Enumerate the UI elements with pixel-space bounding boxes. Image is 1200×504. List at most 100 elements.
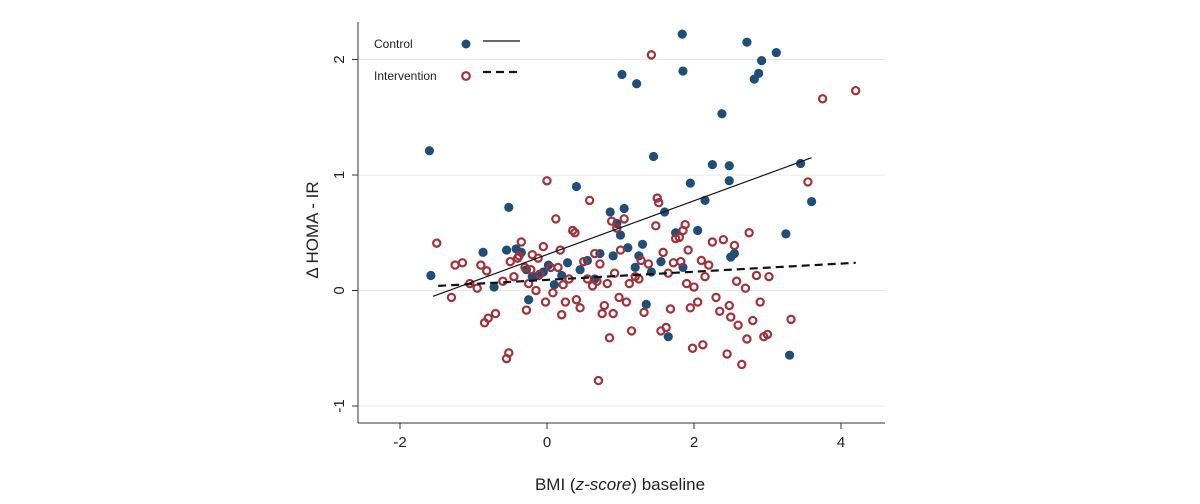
intervention-point	[521, 305, 532, 315]
intervention-point	[540, 297, 551, 307]
control-point	[549, 280, 559, 290]
intervention-point	[516, 237, 526, 247]
intervention-point	[621, 297, 632, 307]
intervention-point	[571, 295, 582, 305]
control-point	[754, 68, 764, 78]
intervention-point	[817, 94, 828, 104]
y-tick-label: 1	[331, 171, 348, 179]
intervention-point	[700, 271, 710, 282]
control-point	[608, 251, 618, 261]
intervention-point	[654, 198, 664, 208]
intervention-point	[606, 216, 617, 226]
intervention-point	[538, 241, 549, 252]
x-tick-label: 4	[837, 434, 845, 451]
x-tick-label: 2	[690, 434, 698, 451]
intervention-point	[636, 255, 646, 266]
intervention-point	[707, 237, 718, 247]
intervention-point	[639, 307, 649, 318]
y-axis-title: Δ HOMA - IR	[303, 181, 322, 278]
intervention-point	[680, 219, 690, 230]
control-point	[571, 181, 582, 192]
intervention-point	[661, 322, 671, 333]
intervention-point	[509, 271, 519, 282]
control-point	[784, 350, 795, 360]
intervention-point	[665, 304, 676, 314]
control-fit-line	[432, 157, 812, 297]
intervention-point	[553, 262, 563, 273]
control-point	[663, 332, 673, 342]
intervention-point	[668, 258, 679, 268]
legend: Control Intervention	[374, 37, 520, 83]
intervention-point	[658, 247, 668, 258]
control-point	[630, 262, 640, 272]
intervention-point	[490, 308, 501, 319]
intervention-point	[646, 50, 657, 60]
control-point	[615, 230, 626, 240]
intervention-point	[483, 313, 493, 323]
control-point	[685, 178, 695, 188]
intervention-point	[643, 259, 654, 269]
intervention-point	[748, 315, 758, 326]
intervention-point	[731, 276, 742, 286]
intervention-point	[555, 245, 565, 255]
control-point	[424, 146, 434, 156]
intervention-point	[579, 256, 589, 267]
intervention-point	[786, 314, 796, 325]
legend-label-intervention: Intervention	[374, 69, 437, 83]
legend-label-control: Control	[374, 37, 413, 51]
intervention-point	[582, 274, 593, 284]
legend-marker-control	[461, 39, 471, 49]
control-point	[641, 299, 651, 309]
control-points	[424, 29, 817, 360]
intervention-point	[737, 359, 747, 370]
intervention-point	[534, 269, 545, 280]
control-point	[605, 207, 615, 217]
control-point	[656, 257, 666, 267]
intervention-point	[604, 333, 615, 343]
intervention-point	[692, 297, 703, 307]
intervention-point	[676, 256, 686, 267]
control-point	[637, 239, 648, 249]
intervention-point	[696, 255, 707, 266]
intervention-point	[711, 292, 721, 303]
control-point	[575, 265, 585, 275]
control-point	[742, 37, 752, 47]
control-point	[557, 270, 567, 281]
intervention-point	[482, 266, 492, 276]
intervention-point	[531, 285, 541, 296]
legend-marker-intervention	[461, 71, 471, 81]
control-point	[707, 160, 717, 170]
control-point	[489, 282, 499, 292]
intervention-point	[742, 334, 752, 344]
intervention-point	[602, 278, 612, 289]
intervention-point	[764, 271, 774, 282]
intervention-point	[432, 238, 442, 248]
control-point	[771, 47, 781, 58]
intervention-point	[450, 260, 460, 270]
intervention-point	[733, 320, 743, 330]
control-point	[781, 229, 791, 239]
x-ticks: -2 0 2 4	[393, 423, 845, 451]
intervention-fit-line	[438, 261, 856, 287]
intervention-point	[584, 195, 595, 206]
control-point	[426, 270, 436, 281]
intervention-point	[533, 253, 543, 263]
control-point	[729, 248, 740, 259]
intervention-point	[548, 288, 558, 298]
intervention-point	[722, 349, 732, 359]
intervention-point	[755, 297, 765, 307]
intervention-point	[551, 214, 561, 224]
intervention-point	[652, 193, 662, 203]
control-point	[677, 29, 687, 39]
intervention-point	[472, 283, 482, 293]
intervention-point	[599, 300, 610, 311]
control-point	[617, 69, 627, 80]
intervention-point	[593, 375, 604, 386]
control-point	[717, 109, 727, 119]
intervention-point	[560, 297, 571, 307]
control-point	[724, 161, 734, 171]
control-point	[693, 225, 703, 236]
intervention-point	[851, 85, 861, 96]
intervention-point	[476, 260, 486, 270]
